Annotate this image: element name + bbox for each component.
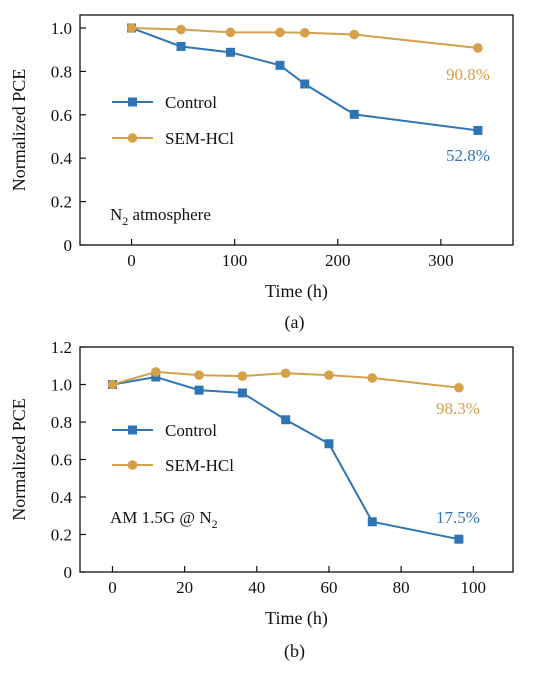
x-axis-label: Time (h) (265, 608, 328, 629)
legend-entry-sem-hcl: SEM-HCl (112, 456, 234, 475)
end-value-label: 52.8% (446, 146, 490, 165)
chart-panel-b: 0 20 40 60 80 100 0 0.2 0.4 0.6 0.8 1.0 1.2 Time (h) N… (9, 338, 514, 662)
x-tick-label: 40 (248, 578, 265, 597)
y-tick-label: 0.6 (51, 451, 72, 470)
series-line (112, 370, 459, 389)
x-tick-label: 0 (108, 578, 117, 597)
legend-marker (128, 425, 137, 435)
condition-annotation: N2 atmosphere (110, 205, 211, 228)
data-point (280, 368, 291, 379)
y-tick-label: 0 (64, 563, 73, 582)
data-point (454, 382, 464, 393)
y-tick-label: 0.8 (51, 413, 72, 432)
series-sem-hcl: 98.3% (107, 367, 480, 418)
y-tick-label: 1.2 (51, 338, 72, 357)
data-point (151, 372, 161, 382)
data-point (176, 24, 186, 35)
y-tick-label: 0.8 (51, 62, 72, 81)
series-sem-hcl: 90.8% (126, 23, 490, 84)
end-value-label: 98.3% (436, 399, 480, 418)
legend-marker (128, 97, 137, 107)
data-point (275, 60, 285, 70)
end-value-label: 17.5% (436, 508, 480, 527)
legend-entry-control: Control (112, 421, 217, 440)
legend-label: Control (165, 421, 217, 440)
x-tick-label: 20 (176, 578, 193, 597)
y-tick-label: 1.0 (51, 19, 72, 38)
x-tick-label: 0 (127, 251, 136, 270)
y-tick-label: 1.0 (51, 376, 72, 395)
panel-caption: (a) (285, 312, 305, 333)
x-tick-label: 300 (428, 251, 454, 270)
legend-marker (127, 460, 138, 470)
plot-frame (79, 346, 514, 573)
y-tick-label: 0.4 (51, 488, 73, 507)
data-point (473, 43, 483, 53)
data-point (300, 79, 310, 89)
y-tick-label: 0.4 (51, 149, 73, 168)
data-point (281, 415, 291, 425)
data-point (237, 388, 247, 398)
data-point (367, 373, 378, 383)
x-tick-label: 100 (461, 578, 487, 597)
data-point (454, 534, 464, 544)
y-tick-label: 0 (64, 236, 73, 255)
y-axis-label: Normalized PCE (9, 69, 29, 191)
data-point (237, 371, 248, 381)
data-point (275, 27, 285, 38)
legend-label: SEM-HCl (165, 129, 234, 148)
plot-frame (79, 14, 514, 246)
condition-annotation: AM 1.5G @ N2 (110, 508, 218, 531)
data-point (349, 109, 359, 119)
data-point (150, 367, 161, 377)
x-tick-label: 100 (222, 251, 248, 270)
legend-label: Control (165, 93, 217, 112)
data-point (473, 125, 483, 135)
legend-marker (127, 133, 138, 143)
series-line (112, 375, 460, 541)
data-point (349, 29, 360, 40)
data-point (225, 27, 236, 38)
x-tick-label: 80 (393, 578, 410, 597)
panel-caption: (b) (284, 641, 305, 662)
legend-entry-control: Control (112, 93, 217, 112)
legend-entry-sem-hcl: SEM-HCl (112, 129, 234, 148)
data-point (226, 47, 236, 57)
chart-panel-a: 0 100 200 300 0 0.2 0.4 0.6 0.8 1.0 Time (h) Normal… (9, 14, 514, 333)
x-tick-label: 200 (325, 251, 351, 270)
data-point (194, 385, 204, 395)
data-point (176, 41, 186, 51)
y-axis-label: Normalized PCE (9, 398, 29, 520)
y-tick-label: 0.2 (51, 193, 72, 212)
data-point (324, 439, 334, 449)
data-point (299, 27, 310, 38)
legend-label: SEM-HCl (165, 456, 234, 475)
x-axis-label: Time (h) (265, 281, 328, 302)
y-tick-label: 0.2 (51, 526, 72, 545)
data-point (324, 370, 334, 380)
data-point (194, 370, 204, 380)
data-point (107, 379, 118, 390)
end-value-label: 90.8% (446, 65, 490, 84)
data-point (126, 23, 137, 33)
data-point (367, 517, 377, 527)
y-tick-label: 0.6 (51, 106, 72, 125)
x-tick-label: 60 (320, 578, 337, 597)
